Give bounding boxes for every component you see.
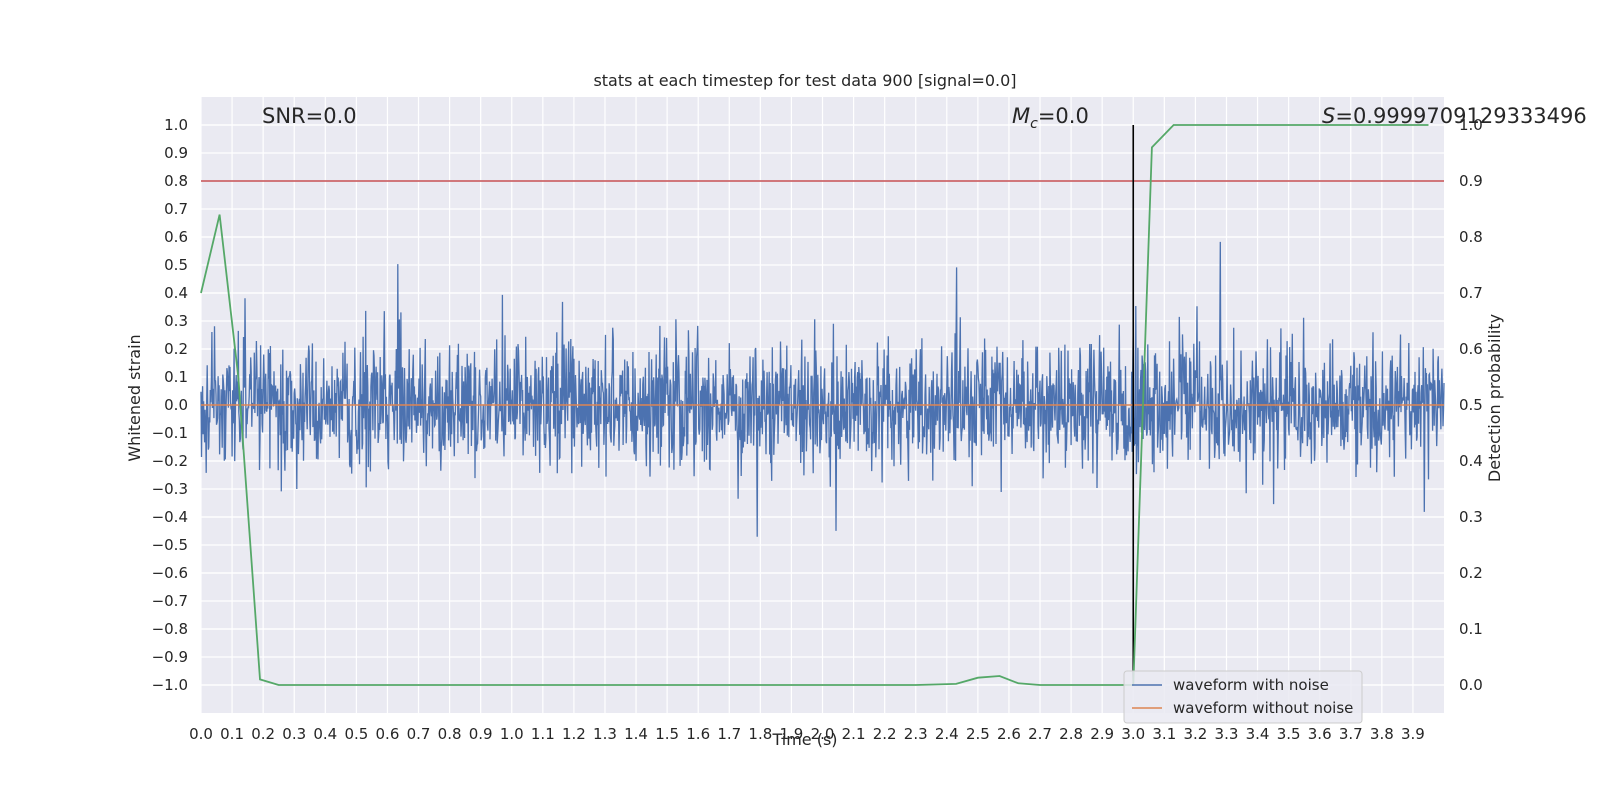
y-tick-label-10: 0.0 (164, 396, 188, 414)
x-tick-label-19: 1.9 (779, 725, 803, 743)
noise-line (200, 241, 1445, 537)
x-tick-label-3: 0.3 (282, 725, 306, 743)
y-tick-label-4: 0.6 (164, 228, 188, 246)
y-tick-label-5: 0.5 (164, 256, 188, 274)
y-tick-label-14: −0.4 (152, 508, 188, 526)
x-tick-label-14: 1.4 (624, 725, 648, 743)
y2-tick-label-3: 0.7 (1459, 284, 1483, 302)
x-axis-ticks: 0.0 0.1 0.2 0.3 0.4 0.5 0.6 0.7 0.8 0.9 1.0 1.1 1.2 1… (189, 725, 1425, 743)
y2-tick-label-6: 0.4 (1459, 452, 1483, 470)
legend-label-waveform-with-noise: waveform with noise (1173, 676, 1329, 694)
y2-tick-label-7: 0.3 (1459, 508, 1483, 526)
series-detection-probability (200, 124, 1429, 686)
x-tick-label-6: 0.6 (376, 725, 400, 743)
x-tick-label-30: 3.0 (1121, 725, 1145, 743)
x-tick-label-22: 2.2 (873, 725, 897, 743)
y2-tick-label-1: 0.9 (1459, 172, 1483, 190)
detection-score-value: =0.9999709129333496 (1335, 104, 1586, 128)
x-tick-label-13: 1.3 (593, 725, 617, 743)
x-tick-label-37: 3.7 (1339, 725, 1363, 743)
y-axis-ticks: 1.0 0.9 0.8 0.7 0.6 0.5 0.4 0.3 0.2 0.1 0.0 −0.1 −0.… (152, 116, 188, 694)
y-tick-label-19: −0.9 (152, 648, 188, 666)
y-tick-label-20: −1.0 (152, 676, 188, 694)
x-tick-label-24: 2.4 (935, 725, 959, 743)
x-tick-label-27: 2.7 (1028, 725, 1052, 743)
y2-tick-label-9: 0.1 (1459, 620, 1483, 638)
x-tick-label-18: 1.8 (748, 725, 772, 743)
x-tick-label-38: 3.8 (1370, 725, 1394, 743)
x-tick-label-0: 0.0 (189, 725, 213, 743)
y-tick-label-16: −0.6 (152, 564, 188, 582)
y-tick-label-11: −0.1 (152, 424, 188, 442)
x-tick-label-21: 2.1 (842, 725, 866, 743)
chirp-mass-annotation: Mc=0.0 (1012, 104, 1089, 132)
x-tick-label-20: 2.0 (811, 725, 835, 743)
y-tick-label-2: 0.8 (164, 172, 188, 190)
y2-axis-ticks: 1.0 0.9 0.8 0.7 0.6 0.5 0.4 0.3 0.2 0.1 0.0 (1459, 116, 1483, 694)
x-tick-label-25: 2.5 (966, 725, 990, 743)
series-waveform-with-noise (200, 241, 1445, 537)
x-tick-label-9: 0.9 (469, 725, 493, 743)
y-tick-label-12: −0.2 (152, 452, 188, 470)
x-tick-label-23: 2.3 (904, 725, 928, 743)
y2-axis-label: Detection probability (1485, 314, 1504, 482)
x-tick-label-35: 3.5 (1277, 725, 1301, 743)
x-tick-label-10: 1.0 (500, 725, 524, 743)
y2-tick-label-10: 0.0 (1459, 676, 1483, 694)
x-tick-label-2: 0.2 (251, 725, 275, 743)
y2-tick-label-0: 1.0 (1459, 116, 1483, 134)
legend: waveform with noise waveform without noi… (1123, 670, 1363, 724)
legend-label-waveform-without-noise: waveform without noise (1173, 699, 1353, 717)
y-tick-label-13: −0.3 (152, 480, 188, 498)
detection-score-annotation: S=0.9999709129333496 (1322, 104, 1587, 128)
y2-tick-label-2: 0.8 (1459, 228, 1483, 246)
y-tick-label-0: 1.0 (164, 116, 188, 134)
x-tick-label-15: 1.5 (655, 725, 679, 743)
x-tick-label-16: 1.6 (686, 725, 710, 743)
x-tick-label-28: 2.8 (1059, 725, 1083, 743)
snr-annotation: SNR=0.0 (262, 104, 357, 128)
probability-line (200, 124, 1429, 686)
y-tick-label-3: 0.7 (164, 200, 188, 218)
x-tick-label-7: 0.7 (407, 725, 431, 743)
x-tick-label-29: 2.9 (1090, 725, 1114, 743)
y-tick-label-17: −0.7 (152, 592, 188, 610)
y-tick-label-7: 0.3 (164, 312, 188, 330)
x-tick-label-39: 3.9 (1401, 725, 1425, 743)
x-tick-label-31: 3.1 (1152, 725, 1176, 743)
x-tick-label-17: 1.7 (717, 725, 741, 743)
reference-lines (201, 125, 1444, 685)
y-tick-label-15: −0.5 (152, 536, 188, 554)
x-tick-label-8: 0.8 (438, 725, 462, 743)
chirp-mass-subscript: c (1030, 116, 1038, 132)
x-tick-label-36: 3.6 (1308, 725, 1332, 743)
chirp-mass-value: =0.0 (1038, 104, 1089, 128)
x-axis-label: Time (s) (771, 730, 837, 749)
x-tick-label-12: 1.2 (562, 725, 586, 743)
y-tick-label-18: −0.8 (152, 620, 188, 638)
detection-score-symbol: S (1322, 104, 1335, 128)
x-tick-label-5: 0.5 (344, 725, 368, 743)
y2-tick-label-8: 0.2 (1459, 564, 1483, 582)
chirp-mass-symbol: M (1012, 104, 1030, 128)
y-tick-label-6: 0.4 (164, 284, 188, 302)
x-tick-label-11: 1.1 (531, 725, 555, 743)
x-tick-label-34: 3.4 (1246, 725, 1270, 743)
y-tick-label-1: 0.9 (164, 144, 188, 162)
x-tick-label-26: 2.6 (997, 725, 1021, 743)
y2-tick-label-5: 0.5 (1459, 396, 1483, 414)
y-tick-label-8: 0.2 (164, 340, 188, 358)
legend-box (1123, 670, 1363, 724)
chart-title: stats at each timestep for test data 900… (593, 71, 1016, 90)
x-tick-label-4: 0.4 (313, 725, 337, 743)
y2-tick-label-4: 0.6 (1459, 340, 1483, 358)
x-tick-label-32: 3.2 (1183, 725, 1207, 743)
x-tick-label-1: 0.1 (220, 725, 244, 743)
y-tick-label-9: 0.1 (164, 368, 188, 386)
x-tick-label-33: 3.3 (1215, 725, 1239, 743)
y-axis-label: Whitened strain (125, 334, 144, 461)
